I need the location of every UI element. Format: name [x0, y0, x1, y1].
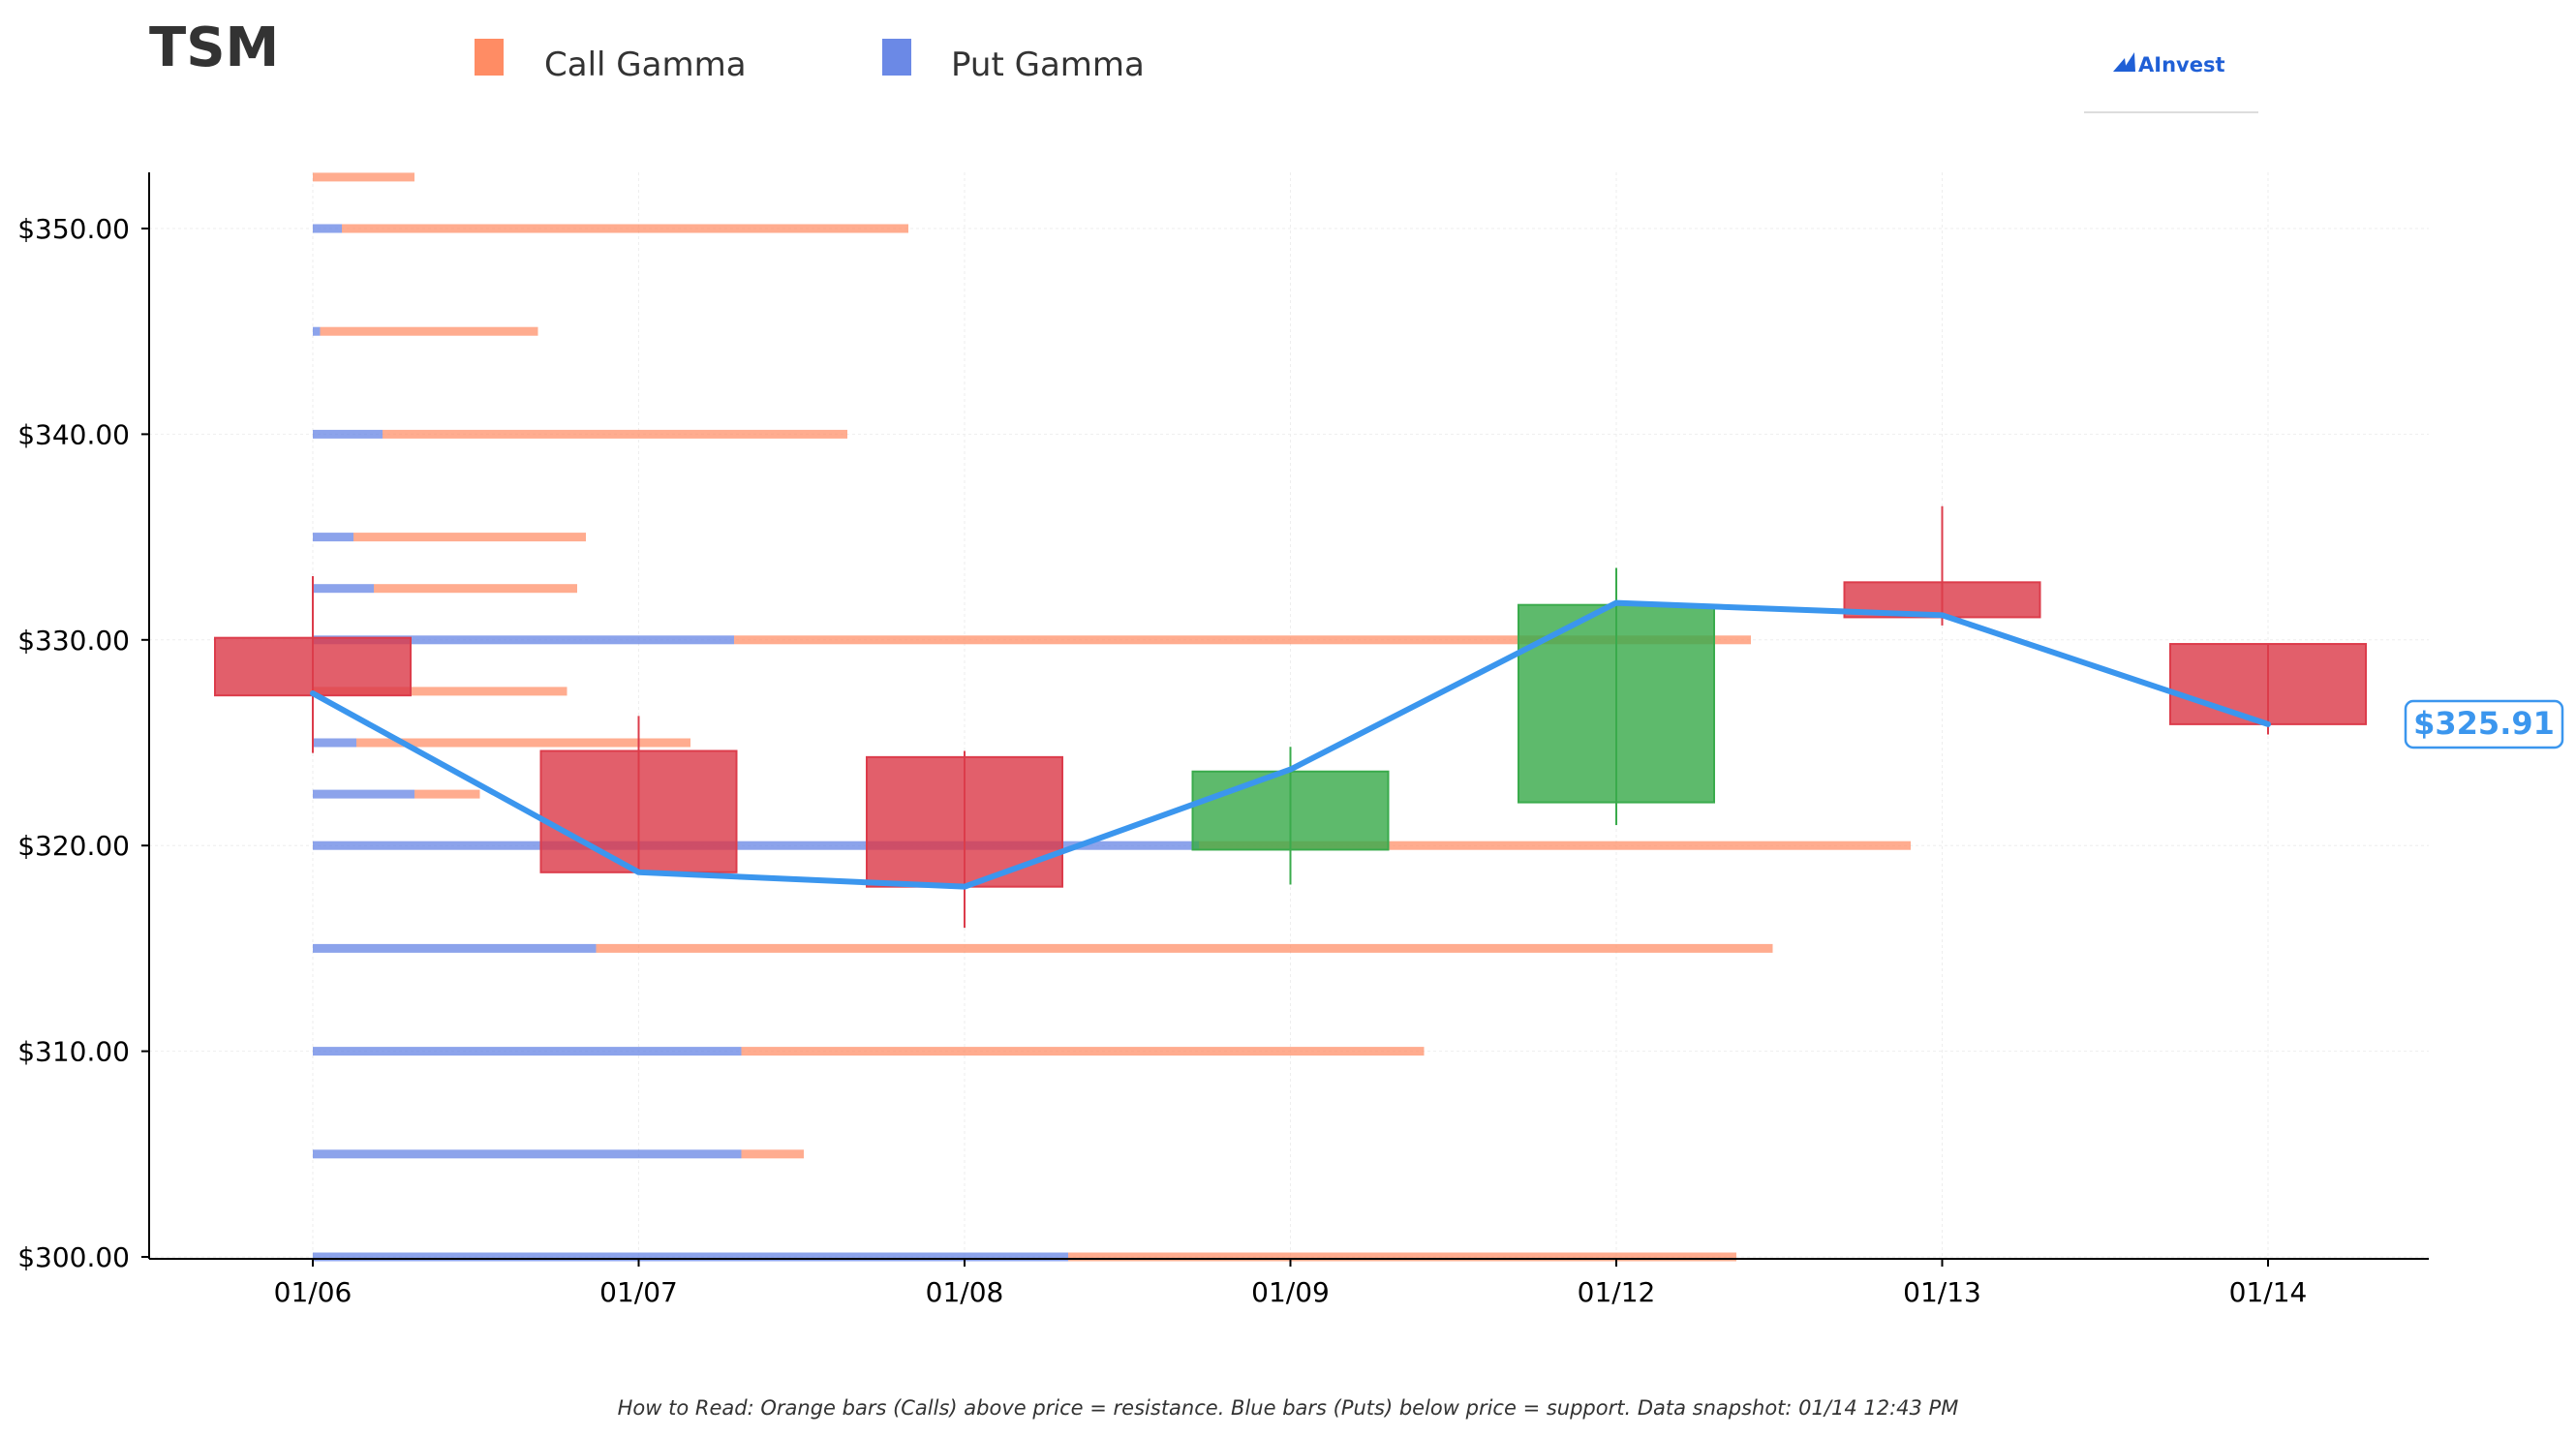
ainvest-logo-icon: [2113, 58, 2127, 72]
candle-body: [1191, 770, 1390, 851]
x-tick-label: 01/13: [1903, 1276, 1981, 1308]
y-tick-label: $310.00: [17, 1036, 130, 1068]
last-price-tag: $325.91: [2404, 699, 2564, 749]
call-gamma-bar: [741, 1149, 804, 1159]
call-gamma-bar: [374, 584, 577, 594]
y-tick-label: $330.00: [17, 625, 130, 657]
call-gamma-bar: [342, 224, 908, 233]
price-line: [310, 599, 2271, 890]
put-gamma-bar: [313, 533, 353, 542]
call-gamma-bar: [596, 943, 1773, 953]
call-gamma-bar: [741, 1047, 1425, 1056]
call-gamma-bar: [383, 429, 847, 439]
footer-note: How to Read: Orange bars (Calls) above p…: [618, 1396, 1959, 1420]
put-gamma-legend-label: Put Gamma: [951, 46, 1145, 84]
y-tick-label: $340.00: [17, 418, 130, 450]
put-gamma-bar: [313, 738, 356, 748]
candle-body: [539, 749, 738, 873]
call-gamma-bar: [313, 172, 414, 182]
candle-body: [214, 636, 412, 697]
put-gamma-bar: [313, 326, 321, 336]
price-line-group: [310, 599, 2271, 890]
y-tick-label: $320.00: [17, 830, 130, 862]
x-tick-label: 01/07: [599, 1276, 678, 1308]
x-tick-label: 01/08: [926, 1276, 1004, 1308]
legend: Call Gamma Put Gamma: [475, 39, 1145, 84]
put-gamma-bar: [313, 841, 1199, 850]
put-gamma-bar: [313, 429, 383, 439]
put-gamma-bar: [313, 943, 597, 953]
candles: [214, 505, 2367, 929]
call-gamma-bar: [414, 789, 480, 799]
x-tick-label: 01/09: [1251, 1276, 1330, 1308]
call-gamma-bar: [356, 738, 690, 748]
x-tick-label: 01/14: [2229, 1276, 2308, 1308]
candle-body: [2169, 643, 2367, 725]
call-gamma-bar: [353, 533, 586, 542]
gamma-bars: [313, 172, 1911, 1262]
call-gamma-bar: [313, 687, 567, 696]
put-gamma-bar: [313, 1252, 1068, 1262]
put-gamma-bar: [313, 789, 414, 799]
put-gamma-bar: [313, 224, 342, 233]
call-gamma-legend-label: Call Gamma: [544, 46, 747, 84]
put-gamma-bar: [313, 1149, 742, 1159]
candle-body: [866, 755, 1063, 888]
x-tick-label: 01/06: [274, 1276, 353, 1308]
ainvest-logo-mark: [2122, 52, 2135, 72]
ticker-title: TSM: [149, 16, 279, 79]
call-gamma-bar: [320, 326, 538, 336]
last-price-label: $325.91: [2413, 705, 2555, 742]
put-gamma-bar: [313, 635, 734, 645]
call-gamma-legend-swatch: [475, 39, 504, 76]
call-gamma-bar: [1199, 841, 1911, 850]
last-price-box: [2404, 699, 2564, 749]
brand-name: AInvest: [2138, 53, 2225, 76]
put-gamma-legend-swatch: [882, 39, 911, 76]
y-tick-label: $350.00: [17, 213, 130, 245]
axes: $300.00 $310.00 $320.00 $330.00 $340.00 $350.…: [17, 172, 2429, 1308]
call-gamma-bar: [734, 635, 1751, 645]
put-gamma-bar: [313, 584, 374, 594]
call-gamma-bar: [1068, 1252, 1736, 1262]
candle-body: [1518, 603, 1715, 804]
y-tick-label: $300.00: [17, 1241, 130, 1273]
put-gamma-bar: [313, 1047, 742, 1056]
x-tick-label: 01/12: [1578, 1276, 1656, 1308]
brand-logo: AInvest: [2084, 52, 2258, 113]
